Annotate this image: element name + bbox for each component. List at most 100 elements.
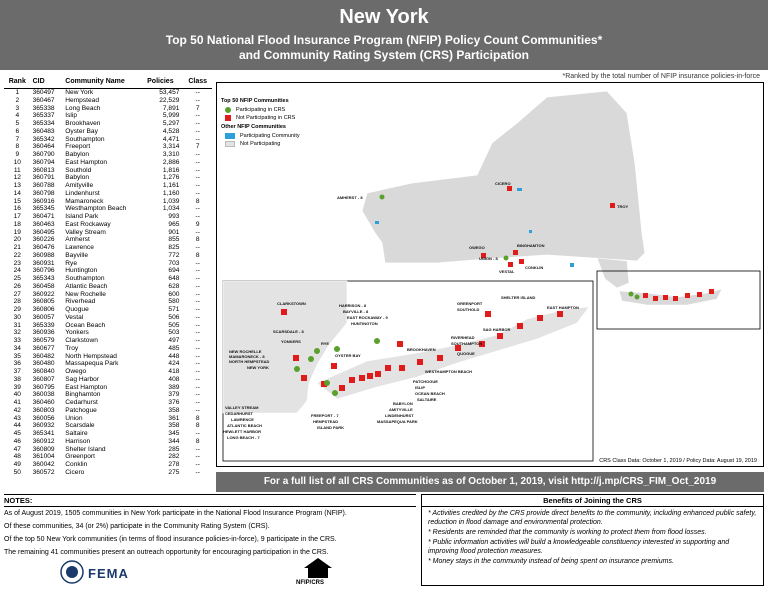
table-row: 22 360988 Bayville 772 8 <box>4 252 212 260</box>
inset-marker <box>349 377 355 383</box>
cell-class: -- <box>195 259 200 267</box>
cell-rank: 18 <box>13 220 21 228</box>
table-row: 23 360931 Rye 703 -- <box>4 260 212 268</box>
cell-class: -- <box>195 468 200 476</box>
inset-marker <box>397 341 403 347</box>
marker-cicero <box>507 186 512 191</box>
cell-name: Clarkstown <box>65 337 98 344</box>
cell-policies: 345 <box>168 430 180 437</box>
table-row: 31 365339 Ocean Beach 505 -- <box>4 322 212 330</box>
cell-class: 7 <box>195 143 200 151</box>
label-troy: TROY <box>617 204 629 209</box>
cell-rank: 10 <box>13 158 21 166</box>
cell-class: -- <box>195 205 200 213</box>
cell-cid: 360988 <box>32 251 55 259</box>
cell-policies: 628 <box>168 282 180 290</box>
cell-policies: 5,999 <box>162 112 180 120</box>
cell-cid: 360226 <box>32 236 55 244</box>
cell-cid: 360791 <box>32 174 55 182</box>
full-list-link[interactable]: For a full list of all CRS Communities a… <box>216 472 764 492</box>
cell-policies: 22,529 <box>159 96 180 104</box>
col-rank: Rank <box>4 78 31 89</box>
label-bayville: BAYVILLE - 8 <box>343 309 369 314</box>
cell-rank: 34 <box>13 344 21 352</box>
cell-policies: 285 <box>168 445 180 453</box>
col-class: Class <box>183 78 212 89</box>
cell-name: Hempstead <box>65 96 99 104</box>
cell-cid: 360807 <box>32 375 55 383</box>
cell-cid: 360788 <box>32 182 55 189</box>
label-sag-harbor: SAG HARBOR <box>483 327 511 332</box>
table-row: 50 360572 Cicero 275 -- <box>4 469 212 477</box>
cell-policies: 965 <box>168 220 180 228</box>
li-marker <box>697 292 702 297</box>
table-row: 45 365341 Saltaire 345 -- <box>4 430 212 438</box>
cell-class: -- <box>195 453 200 461</box>
cell-class: -- <box>195 383 200 391</box>
cell-cid: 360460 <box>32 399 55 406</box>
label-lindenhurst: LINDENHURST <box>385 413 414 418</box>
cell-policies: 1,161 <box>162 182 180 189</box>
red-square-icon <box>225 115 231 121</box>
cell-policies: 901 <box>168 228 180 236</box>
cell-rank: 26 <box>13 282 21 290</box>
blue-area <box>517 188 522 191</box>
cell-policies: 278 <box>168 461 180 468</box>
cell-policies: 1,034 <box>162 205 180 213</box>
cell-cid: 360471 <box>32 213 55 220</box>
legend-participating-community: Participating Community <box>225 133 300 139</box>
cell-class: 9 <box>195 220 200 228</box>
table-row: 21 360476 Lawrence 825 -- <box>4 244 212 252</box>
cell-class: -- <box>195 244 200 251</box>
cell-class: -- <box>195 151 200 158</box>
cell-class: 7 <box>195 104 200 112</box>
inset-long-island <box>316 306 590 400</box>
cell-name: Atlantic Beach <box>65 282 108 290</box>
cell-cid: 360057 <box>32 313 55 321</box>
cell-class: -- <box>195 166 200 174</box>
cell-cid: 365341 <box>32 430 55 437</box>
table-row: 28 360805 Riverhead 580 -- <box>4 298 212 306</box>
table-row: 32 360936 Yonkers 503 -- <box>4 329 212 337</box>
cell-cid: 360467 <box>32 96 55 104</box>
page-title: New York <box>339 6 429 28</box>
cell-name: Freeport <box>65 143 91 151</box>
cell-policies: 855 <box>168 236 180 244</box>
cell-policies: 1,276 <box>162 174 180 182</box>
table-row: 10 360794 East Hampton 2,886 -- <box>4 159 212 167</box>
cell-policies: 344 <box>168 437 180 445</box>
inset-marker <box>437 355 443 361</box>
label-saltaire: SALTAIRE <box>417 397 437 402</box>
cell-class: -- <box>195 135 200 143</box>
inset-marker <box>332 390 338 396</box>
table-row: 16 365345 Westhampton Beach 1,034 -- <box>4 205 212 213</box>
inset-marker <box>324 380 330 386</box>
notes-paragraph-4: The remaining 41 communities present an … <box>4 549 329 556</box>
cell-policies: 993 <box>168 213 180 220</box>
cell-rank: 12 <box>13 174 21 182</box>
label-island-park: ISLAND PARK <box>317 425 345 430</box>
label-north-hempstead: NORTH HEMPSTEAD <box>229 359 270 364</box>
long-island-small <box>618 288 723 306</box>
dhs-seal-icon <box>60 560 84 584</box>
marker-binghamton <box>513 250 518 255</box>
cell-rank: 21 <box>13 244 21 251</box>
cell-policies: 358 <box>168 422 180 430</box>
table-row: 2 360467 Hempstead 22,529 -- <box>4 97 212 105</box>
cell-cid: 360483 <box>32 127 55 135</box>
cell-rank: 49 <box>13 461 21 468</box>
table-row: 42 360803 Patchogue 358 -- <box>4 407 212 415</box>
cell-name: Quogue <box>65 306 89 313</box>
label-mamaroneck: MAMARONECK - 8 <box>229 354 265 359</box>
cell-name: Long Beach <box>65 104 101 112</box>
cell-rank: 22 <box>13 251 21 259</box>
label-amherst: AMHERST - 8 <box>337 195 363 200</box>
cell-rank: 40 <box>13 391 21 399</box>
table-row: 49 360042 Conklin 278 -- <box>4 461 212 469</box>
label-long-beach: LONG BEACH - 7 <box>227 435 260 440</box>
cell-class: -- <box>195 298 200 306</box>
cell-name: Binghamton <box>65 391 101 399</box>
cell-cid: 360806 <box>32 306 55 313</box>
notes-paragraph-1: As of August 2019, 1505 communities in N… <box>4 510 347 517</box>
cell-cid: 360480 <box>32 360 55 368</box>
